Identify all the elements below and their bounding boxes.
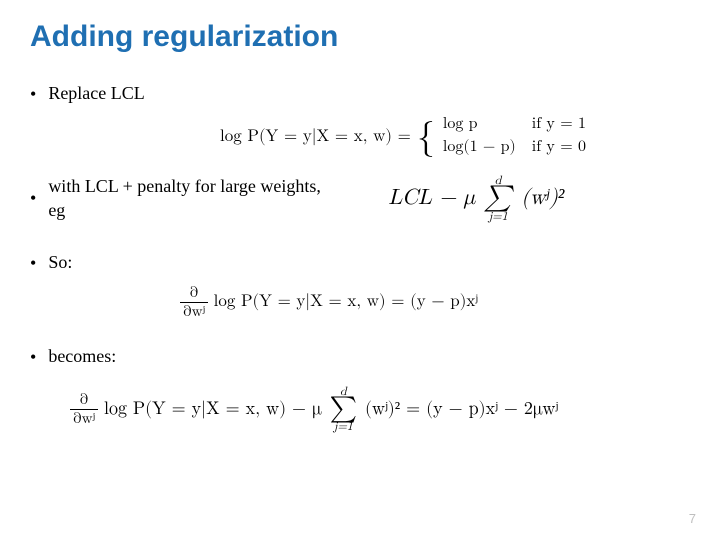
bullet-item-2: • with LCL + penalty for large weights, … xyxy=(30,175,690,222)
page-number: 7 xyxy=(689,511,696,526)
formula-2: LCL − μ d ∑ j=1 (wʲ)² xyxy=(388,175,564,222)
bullet-marker: • xyxy=(30,345,36,370)
partial-fraction: ∂ ∂wʲ xyxy=(180,284,208,321)
frac-den: ∂wʲ xyxy=(180,303,208,321)
bullet-item-4: • becomes: xyxy=(30,345,690,370)
bullet-marker: • xyxy=(30,82,36,107)
formula-1-cases: log p if y = 1 log(1 − p) if y = 0 xyxy=(441,113,602,161)
bullet-text-3: So: xyxy=(48,251,72,274)
bullet-item-1: • Replace LCL xyxy=(30,82,690,107)
formula-1-left: log P(Y = y|X = x, w) = xyxy=(220,127,411,147)
sum-icon: d ∑ j=1 xyxy=(330,386,357,433)
case1-left: log p xyxy=(443,115,530,136)
formula-3-body: log P(Y = y|X = x, w) = (y − p)xʲ xyxy=(214,293,478,310)
case2-left: log(1 − p) xyxy=(443,138,530,159)
bullet-text-4: becomes: xyxy=(48,345,116,368)
formula-2-term: (wʲ)² xyxy=(521,187,564,209)
case1-right: if y = 1 xyxy=(532,115,600,136)
bullet-marker: • xyxy=(30,251,36,276)
formula-4: ∂ ∂wʲ log P(Y = y|X = x, w) − μ d ∑ j=1 … xyxy=(70,386,690,433)
bullet-text-2: with LCL + penalty for large weights, eg xyxy=(48,175,328,222)
sum-lower: j=1 xyxy=(330,421,357,433)
frac-den: ∂wʲ xyxy=(70,410,98,428)
case2-right: if y = 0 xyxy=(532,138,600,159)
bullet-marker: • xyxy=(30,186,36,211)
formula-3: ∂ ∂wʲ log P(Y = y|X = x, w) = (y − p)xʲ xyxy=(180,284,690,321)
brace-icon: { xyxy=(417,123,435,152)
partial-fraction: ∂ ∂wʲ xyxy=(70,391,98,428)
formula-4-post: (wʲ)² = (y − p)xʲ − 2μwʲ xyxy=(365,400,558,418)
formula-2-lead: LCL − μ xyxy=(388,187,475,209)
bullet-item-3: • So: xyxy=(30,251,690,276)
formula-1: log P(Y = y|X = x, w) = { log p if y = 1… xyxy=(220,113,690,161)
frac-num: ∂ xyxy=(70,391,98,410)
formula-4-pre: log P(Y = y|X = x, w) − μ xyxy=(104,400,322,418)
sum-icon: d ∑ j=1 xyxy=(484,175,511,222)
bullet-text-1: Replace LCL xyxy=(48,82,144,105)
frac-num: ∂ xyxy=(180,284,208,303)
slide-title: Adding regularization xyxy=(30,20,690,54)
sum-lower: j=1 xyxy=(484,211,511,223)
